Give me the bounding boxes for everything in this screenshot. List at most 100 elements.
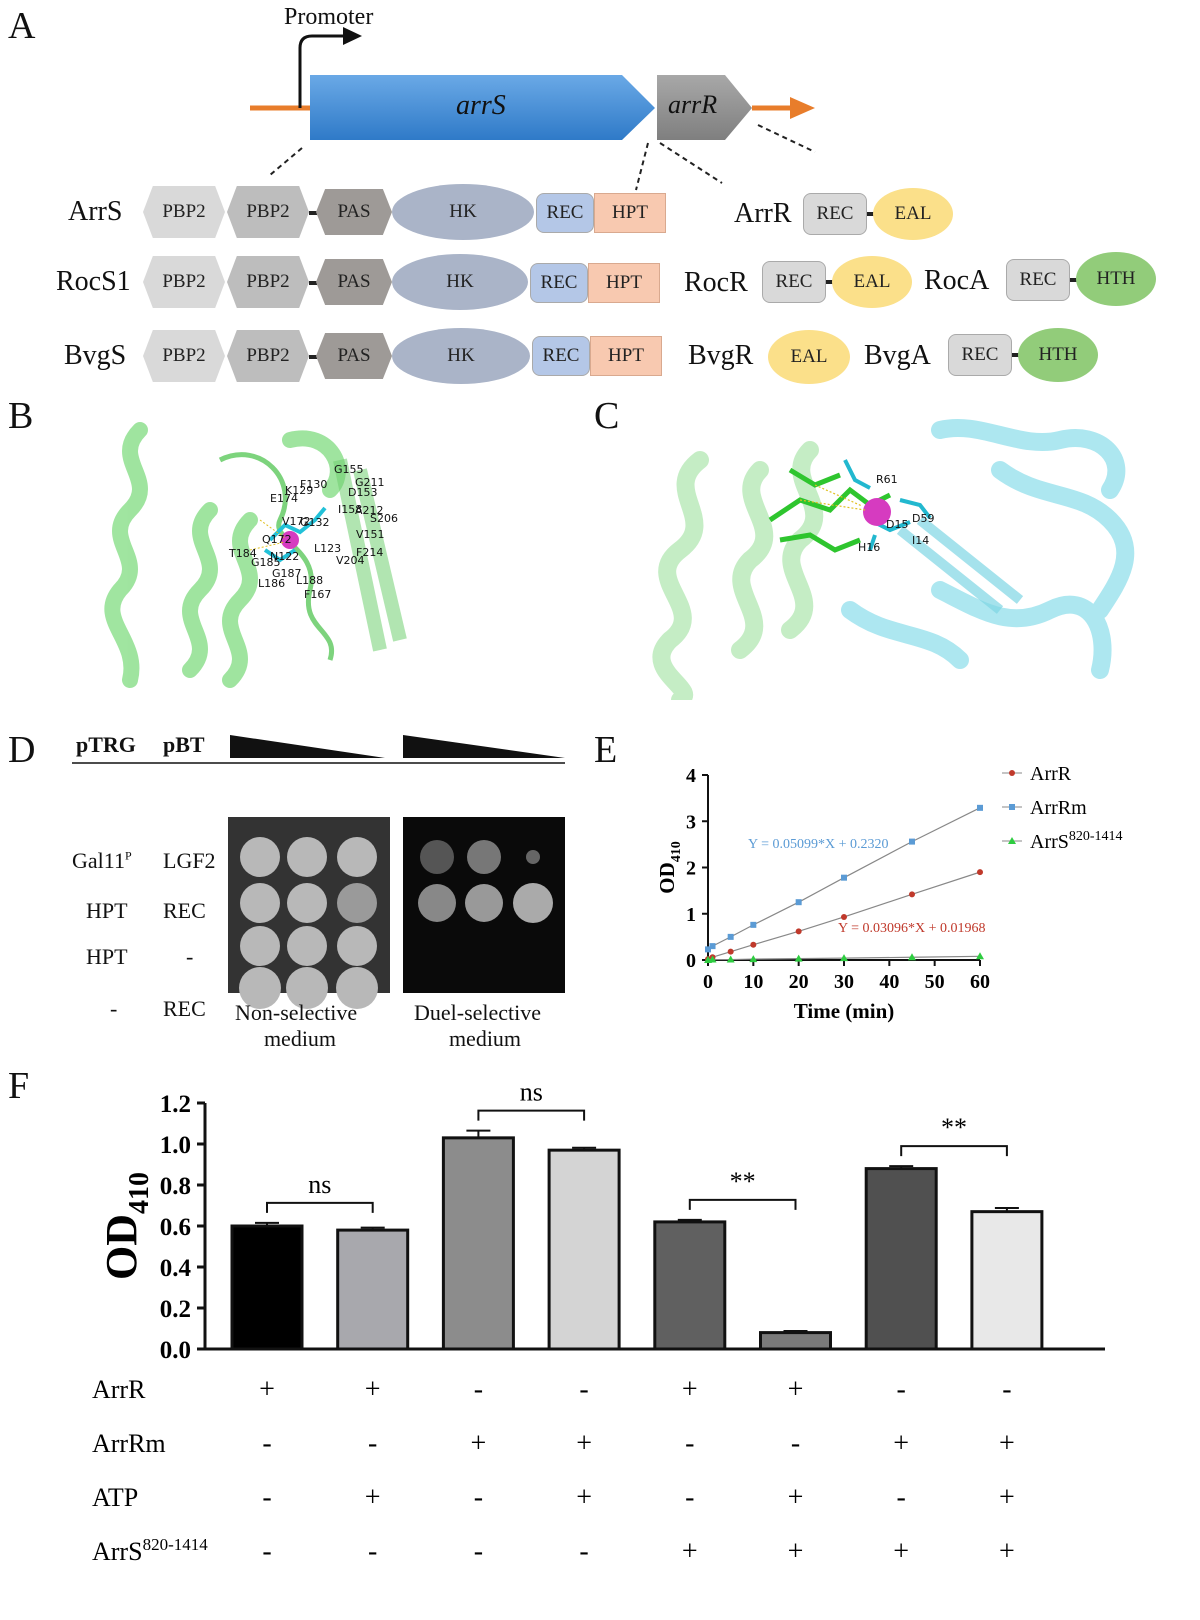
bar [759,1331,832,1351]
protein-name: ArrS [68,196,123,227]
legend-label: ArrS820-1414 [1030,829,1123,853]
condition-value: + [471,1428,487,1459]
residue-label: G187 [272,567,302,580]
residue-label: V151 [356,528,385,541]
condition-value: + [682,1536,698,1567]
pbt-row-3: - [186,944,194,969]
y-tick-label: 2 [686,858,696,880]
condition-value: + [259,1374,275,1405]
residue-label: L188 [296,574,324,587]
data-point [840,954,848,962]
protein-name: RocS1 [56,266,131,297]
promoter-arrow [298,34,345,108]
y-tick-label: 4 [686,765,696,787]
gene-operon-diagram [250,27,816,191]
y-tick-label: 3 [686,811,696,833]
residue-label: I14 [912,534,930,547]
residue-label: T184 [229,547,257,560]
pas-domain: PAS [316,333,392,379]
promoter-arrowhead [343,27,362,45]
significance-label: ** [941,1113,967,1142]
nonselective-label: Non-selective medium [235,1000,357,1052]
bar [653,1220,727,1351]
series-line [707,871,981,960]
data-point [909,838,915,845]
linker [309,281,317,285]
data-point [977,804,983,811]
pbp2-domain: PBP2 [143,186,225,238]
dilution-wedges [72,735,565,764]
y-tick-label: 0.2 [160,1296,191,1323]
data-point [841,913,847,920]
rec-domain: REC [803,193,867,235]
pbp2-domain: PBP2 [227,330,309,382]
superscript: P [124,848,132,863]
significance-bracket [477,1109,586,1121]
pbp2-domain: PBP2 [143,330,225,382]
ptrg-row-3: HPT [86,944,128,969]
data-point [726,955,735,963]
linker [867,212,875,216]
data-point [750,921,757,928]
equation-annotation: Y = 0.05099*X + 0.2320 [748,837,889,852]
condition-value: - [368,1428,377,1459]
protein-name: BvgS [64,340,127,371]
legend-label: ArrR [1030,763,1072,785]
residue-label: G132 [300,516,330,529]
eal-domain: EAL [873,188,953,240]
protein-name: BvgR [688,340,754,371]
residue-label: G211 [355,476,385,489]
linker [826,280,834,284]
protein-name: ArrR [734,198,792,229]
x-tick-label: 20 [789,971,809,993]
panel-label-a: A [8,5,36,47]
eal-domain: EAL [832,256,912,308]
condition-value: - [368,1536,377,1567]
panel-label-d: D [8,729,36,771]
condition-value: + [682,1374,698,1405]
residue-label: G185 [251,556,281,569]
structure-c-image [652,418,1135,700]
eal-domain: EAL [768,330,850,384]
hth-domain: HTH [1076,252,1156,306]
condition-value: + [999,1482,1015,1513]
y-tick-label: 0.0 [160,1337,191,1364]
protein-name: BvgA [864,340,931,371]
hk-domain: HK [392,328,530,384]
residue-label: L186 [258,577,286,590]
condition-value: + [893,1536,909,1567]
rec-domain: REC [536,193,594,233]
legend-marker [1009,770,1015,776]
legend-label: ArrRm [1030,797,1087,819]
data-point [727,948,734,955]
condition-value: - [579,1536,588,1567]
data-point [709,943,716,950]
ptrg-row-2: HPT [86,898,128,923]
series-line [707,807,981,950]
x-tick-label: 30 [834,971,854,993]
arrS-gene-label: arrS [456,90,506,121]
bar-chart-f: 0.0 0.2 0.4 0.6 0.8 1.0 1.2 OD410 ns ns ** ** ArrR + +… [92,1080,1105,1567]
data-point [909,891,915,898]
data-point [977,869,983,876]
y-tick-label: 1 [686,904,696,926]
pas-domain: PAS [316,189,392,235]
rec-domain: REC [532,336,590,376]
condition-label: ArrS820-1414 [92,1535,208,1566]
hth-domain: HTH [1018,328,1098,382]
data-point [976,952,984,960]
pbt-row-2: REC [163,898,206,923]
condition-value: - [474,1374,483,1405]
data-point [750,941,757,948]
rec-domain: REC [1006,259,1070,301]
condition-value: + [788,1482,804,1513]
condition-label: ArrRm [92,1429,166,1458]
medium-label-line: Duel-selective [414,1000,542,1025]
residue-label: F167 [304,588,332,601]
arrS-gene [310,75,655,140]
pbt-row-1: LGF2 [163,848,216,873]
data-point [705,946,711,953]
ptrg-row-4: - [110,996,118,1021]
pbp2-domain: PBP2 [227,256,309,308]
data-point [841,874,847,881]
